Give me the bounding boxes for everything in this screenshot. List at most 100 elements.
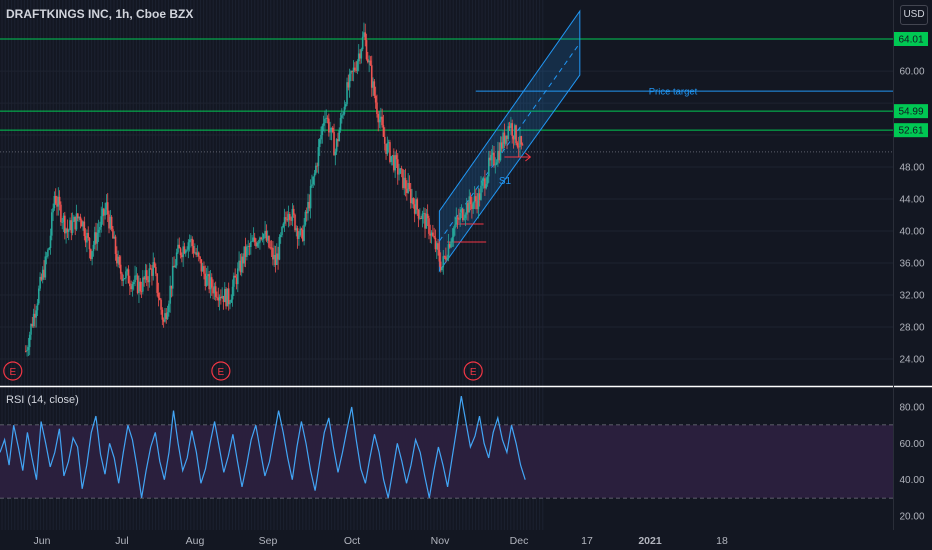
candle-body [118,256,121,265]
candle-body [130,286,132,290]
channel-fill[interactable] [438,9,581,273]
currency-button[interactable]: USD [900,5,928,25]
candle-body [378,119,381,123]
time-axis[interactable]: Jun Jul Aug Sep Oct Nov Dec 17 2021 18 [34,535,728,547]
candle-body [472,202,474,209]
candle-body [422,213,425,214]
candle-body [413,204,416,214]
candle-body [132,282,135,284]
candle-body [390,156,393,162]
time-tick-label: Dec [510,535,529,547]
candle-body [503,132,506,144]
candle-body [273,254,275,260]
candle-body [507,126,510,139]
candle-body [386,143,389,154]
candle-body [93,232,96,245]
candle-body [480,185,482,200]
candle-body [265,230,268,241]
earnings-marker[interactable] [3,361,23,381]
candle-body [171,265,174,289]
candle-body [178,244,181,249]
candle-body [290,219,292,221]
candle-body [468,196,471,213]
candle-body [192,245,195,254]
candle-body [96,232,99,244]
level-price-tag[interactable] [894,32,928,46]
candle-body [155,267,157,274]
candle-body [484,178,486,189]
candle-body [73,216,75,222]
candle-body [335,139,338,152]
candle-body [105,202,108,210]
candle-body [316,165,318,167]
level-price-tag-label: 54.99 [898,107,923,118]
candle-body [151,268,153,276]
candle-body [499,142,502,161]
candle-body [170,285,173,289]
candle-body [446,258,448,260]
candle-body [148,268,151,283]
candle-body [238,260,240,269]
candle-body [296,228,299,239]
candle-body [360,49,363,59]
earnings-marker-label: E [9,367,16,378]
candle-body [222,296,225,303]
candle-body [346,82,348,105]
candle-body [307,201,309,214]
candle-body [304,211,307,225]
level-price-tag[interactable] [894,104,928,119]
candle-body [474,196,477,202]
candle-body [201,266,204,272]
candle-body [174,265,177,268]
candle-body [432,232,434,236]
candle-body [200,259,203,272]
price-tick-label: 48.00 [899,163,924,174]
candle-body [407,182,409,193]
candle-body [450,241,452,248]
candle-body [255,241,257,247]
candle-body [315,165,317,174]
candle-body [455,217,458,225]
candle-body [97,229,100,233]
candle-body [400,168,403,170]
candle-body [30,323,32,335]
candle-body [292,208,295,215]
candle-body [184,250,187,254]
candle-body [260,237,262,239]
candle-body [213,286,216,294]
candle-body [135,275,138,277]
price-axis[interactable]: 24.00 28.00 32.00 36.00 40.00 44.00 48.00 60.00… [894,32,928,523]
candle-body [351,71,354,72]
candle-body [65,228,67,234]
candle-body [91,251,93,260]
candle-body [24,351,27,352]
level-price-tag[interactable] [894,123,928,138]
candle-body [227,288,230,305]
candle-body [179,248,182,256]
level-price-tag-label: 52.61 [898,126,923,137]
candle-body [161,309,164,320]
candle-body [443,256,446,258]
candle-body [88,237,91,250]
candle-body [404,177,407,189]
candle-body [344,104,347,107]
candle-body [369,60,372,66]
candle-body [381,116,383,126]
candle-body [80,220,83,227]
candle-body [60,204,62,223]
earnings-marker[interactable] [463,361,483,381]
time-tick-label: Sep [259,535,278,547]
candle-body [448,244,451,248]
candle-body [295,228,298,231]
candle-body [279,235,282,237]
candle-body [500,142,503,149]
candle-body [356,61,359,71]
candle-body [277,253,279,260]
earnings-marker[interactable] [211,361,231,381]
candle-body [134,275,136,283]
candle-body [40,276,43,280]
candle-body [373,81,376,96]
candle-body [463,218,465,220]
